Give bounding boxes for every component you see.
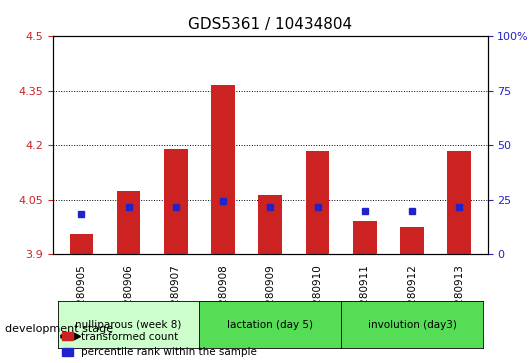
Legend: transformed count, percentile rank within the sample: transformed count, percentile rank withi… — [58, 328, 261, 362]
Bar — [117, 191, 140, 254]
Bar — [211, 85, 235, 254]
Bar — [400, 227, 424, 254]
Text: involution (day3): involution (day3) — [368, 320, 456, 330]
Bar — [447, 151, 471, 254]
Text: lactation (day 5): lactation (day 5) — [227, 320, 313, 330]
Title: GDS5361 / 10434804: GDS5361 / 10434804 — [188, 17, 352, 32]
Bar — [306, 151, 329, 254]
Text: development stage: development stage — [5, 323, 113, 334]
Bar — [164, 149, 188, 254]
Bar — [69, 234, 93, 254]
Text: nulliparous (week 8): nulliparous (week 8) — [75, 320, 182, 330]
Bar — [353, 221, 377, 254]
Bar — [259, 195, 282, 254]
